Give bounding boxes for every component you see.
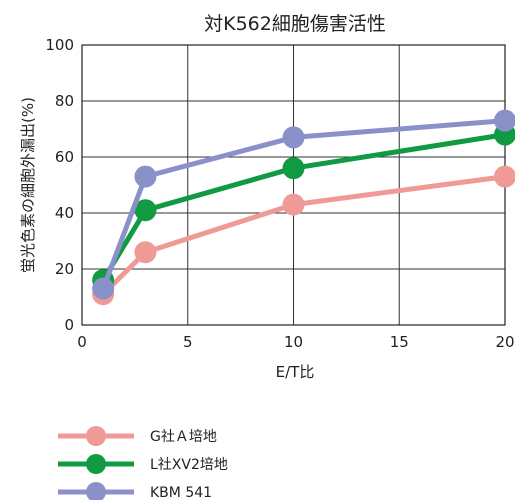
series-layer [92,109,515,306]
data-point [282,157,305,180]
series-line [100,118,506,290]
y-tick-label: 40 [55,204,74,222]
x-axis-label: E/T比 [276,363,315,381]
legend-marker [86,482,106,500]
y-axis-ticks: 0 20 40 60 80 100 [45,36,74,334]
y-axis-label: 蛍光色素の細胞外漏出(%) [19,97,37,273]
data-point [282,193,305,216]
data-point [134,241,157,264]
series-0 [92,165,515,306]
data-point [282,126,305,149]
data-point [134,199,157,222]
series-2 [92,109,515,300]
x-tick-label: 5 [183,333,193,351]
legend-marker [86,454,106,474]
y-tick-label: 0 [64,316,74,334]
x-axis-ticks: 0 5 10 15 20 [77,333,514,351]
data-point [494,109,515,132]
legend-item: KBM 541 [58,482,212,500]
x-tick-label: 10 [284,333,303,351]
x-tick-label: 20 [495,333,514,351]
chart-title: 対K562細胞傷害活性 [204,13,386,35]
data-point [494,165,515,188]
x-tick-label: 15 [390,333,409,351]
legend-item: L社XV2培地 [58,454,228,474]
legend-item: G社Ａ培地 [58,426,217,446]
y-tick-label: 80 [55,92,74,110]
y-tick-label: 60 [55,148,74,166]
y-tick-label: 20 [55,260,74,278]
data-point [92,277,115,300]
legend: G社Ａ培地 L社XV2培地 KBM 541 [58,426,228,500]
legend-label: G社Ａ培地 [150,429,217,445]
series-line [101,132,506,282]
legend-marker [86,426,106,446]
data-point [134,165,157,188]
legend-label: L社XV2培地 [150,457,228,473]
x-tick-label: 0 [77,333,87,351]
y-tick-label: 100 [45,36,74,54]
series-line [101,174,506,296]
legend-label: KBM 541 [150,485,212,500]
